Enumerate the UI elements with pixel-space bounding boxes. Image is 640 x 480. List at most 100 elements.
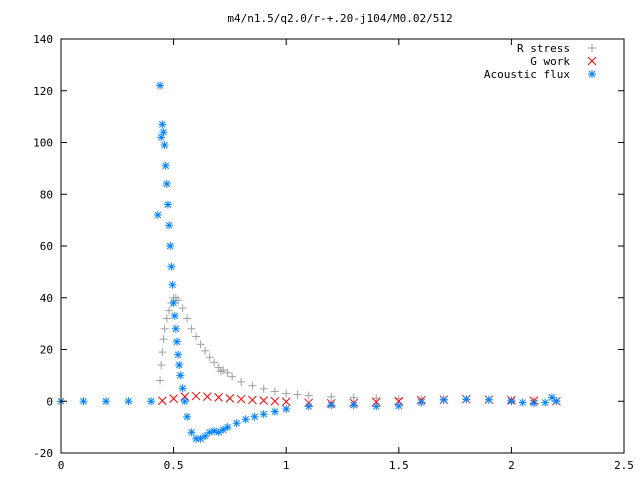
data-point xyxy=(163,200,172,209)
data-point xyxy=(170,311,179,320)
data-point xyxy=(210,427,219,436)
data-point xyxy=(214,393,223,402)
data-point xyxy=(223,368,232,377)
y-tick-label: 0 xyxy=(46,395,53,408)
data-point xyxy=(484,395,493,404)
data-point xyxy=(201,432,210,441)
data-point xyxy=(237,377,246,386)
data-point xyxy=(232,419,241,428)
data-point xyxy=(178,384,187,393)
data-point xyxy=(157,396,167,406)
data-point xyxy=(124,397,133,406)
legend-label: R stress xyxy=(517,42,570,55)
data-point xyxy=(187,324,196,333)
data-point xyxy=(248,395,257,405)
data-point xyxy=(219,425,228,434)
data-point xyxy=(270,387,279,396)
data-point xyxy=(293,390,302,399)
data-point xyxy=(327,401,336,410)
data-point xyxy=(259,396,269,405)
y-tick-label: -20 xyxy=(33,447,53,460)
data-point xyxy=(168,280,177,289)
data-point xyxy=(79,397,88,406)
data-point xyxy=(178,304,187,313)
data-point xyxy=(158,348,167,357)
data-point xyxy=(196,434,205,443)
x-tick-label: 2 xyxy=(508,459,515,472)
data-point xyxy=(281,397,291,407)
data-point xyxy=(236,394,246,404)
data-point xyxy=(174,350,183,359)
legend-marker xyxy=(588,70,596,78)
data-point xyxy=(372,394,381,403)
data-point xyxy=(192,332,201,341)
data-point xyxy=(394,401,403,410)
x-tick-label: 0 xyxy=(58,459,65,472)
data-point xyxy=(165,221,174,230)
y-tick-label: 80 xyxy=(40,188,53,201)
data-point xyxy=(169,298,178,307)
data-point xyxy=(507,397,516,406)
data-point xyxy=(304,391,313,400)
data-point xyxy=(349,401,358,410)
data-point xyxy=(169,394,178,404)
y-tick-label: 40 xyxy=(40,292,53,305)
series-2 xyxy=(57,81,561,443)
data-point xyxy=(214,428,223,437)
data-point xyxy=(180,397,189,406)
data-point xyxy=(552,397,561,406)
chart-title: m4/n1.5/q2.0/r-+.20-j104/M0.02/512 xyxy=(227,12,452,25)
data-point xyxy=(176,371,185,380)
data-point xyxy=(439,395,448,404)
data-point xyxy=(225,394,235,403)
data-point xyxy=(159,335,168,344)
data-point xyxy=(270,396,280,406)
data-point xyxy=(172,337,181,346)
axes: 0 0.5 1 1.5 2 2.5 -20 0 20 40 60 80 100 120 140 xyxy=(33,33,634,472)
y-tick-label: 120 xyxy=(33,85,53,98)
legend-marker xyxy=(587,56,597,66)
data-point xyxy=(183,412,192,421)
data-point xyxy=(282,389,291,398)
y-tick-label: 100 xyxy=(33,137,53,150)
data-point xyxy=(327,392,336,401)
legend-label: Acoustic flux xyxy=(484,68,570,81)
data-point xyxy=(228,372,237,381)
x-tick-label: 0.5 xyxy=(164,459,184,472)
data-point xyxy=(174,296,183,305)
data-point xyxy=(462,395,471,404)
data-point xyxy=(270,407,279,416)
data-point xyxy=(161,161,170,170)
y-tick-label: 20 xyxy=(40,344,53,357)
data-point xyxy=(157,361,166,370)
data-point xyxy=(371,397,381,407)
data-point xyxy=(205,353,214,362)
data-point xyxy=(159,128,168,137)
data-point xyxy=(187,428,196,437)
data-point xyxy=(529,399,538,408)
data-point xyxy=(248,381,257,390)
data-point xyxy=(219,366,228,375)
data-point xyxy=(259,384,268,393)
data-point xyxy=(417,398,426,407)
data-point xyxy=(203,392,212,401)
data-point xyxy=(167,262,176,271)
legend-label: G work xyxy=(530,55,570,68)
data-point xyxy=(160,324,169,333)
data-point xyxy=(147,397,156,406)
data-point xyxy=(162,179,171,188)
legend-marker xyxy=(588,44,596,52)
data-point xyxy=(162,314,171,323)
data-point xyxy=(259,410,268,419)
data-point xyxy=(282,405,291,414)
data-point xyxy=(171,324,180,333)
data-point xyxy=(541,398,550,407)
y-tick-label: 140 xyxy=(33,33,53,46)
data-point xyxy=(205,428,214,437)
data-point xyxy=(183,314,192,323)
data-point xyxy=(241,415,250,424)
plot-area xyxy=(57,81,561,443)
data-point xyxy=(158,120,167,129)
